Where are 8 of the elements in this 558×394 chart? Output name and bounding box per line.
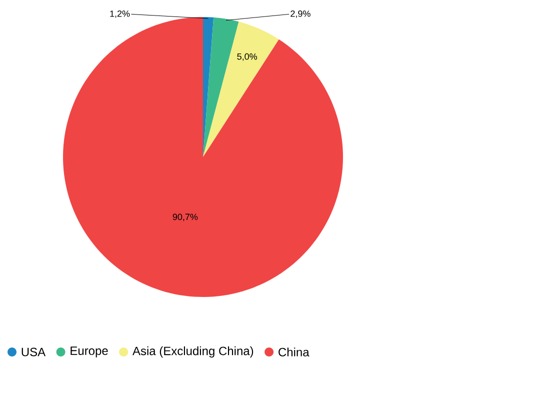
legend-label: USA (22, 348, 46, 356)
data-label: 5,0% (237, 53, 258, 61)
data-label: 90,7% (172, 214, 198, 222)
data-label: 1,2% (110, 10, 130, 18)
data-label: 2,9% (290, 10, 310, 18)
legend-label: Europe (70, 346, 108, 358)
legend-label: China (278, 348, 310, 356)
legend-label: Asia (Excluding China) (132, 346, 254, 358)
